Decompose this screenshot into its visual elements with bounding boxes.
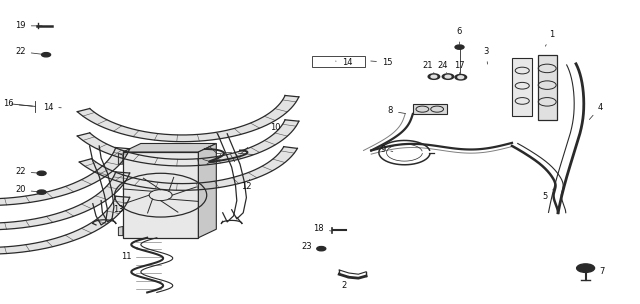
- Polygon shape: [0, 147, 130, 206]
- Text: 24: 24: [438, 61, 448, 73]
- Text: 18: 18: [314, 224, 332, 233]
- Polygon shape: [123, 143, 216, 152]
- Text: 12: 12: [241, 179, 252, 192]
- Text: 2: 2: [342, 276, 349, 290]
- Text: 7: 7: [591, 267, 604, 276]
- Text: 6: 6: [457, 27, 462, 44]
- Polygon shape: [0, 172, 130, 230]
- Polygon shape: [77, 120, 299, 166]
- Text: 4: 4: [589, 102, 603, 119]
- Polygon shape: [79, 147, 298, 190]
- Polygon shape: [413, 104, 447, 114]
- Polygon shape: [118, 154, 123, 164]
- Polygon shape: [123, 152, 198, 238]
- Circle shape: [455, 74, 467, 80]
- Text: 10: 10: [270, 123, 280, 134]
- Polygon shape: [77, 95, 299, 142]
- Text: 1: 1: [545, 30, 554, 46]
- Bar: [312, 56, 365, 67]
- Text: 19: 19: [15, 21, 42, 30]
- Text: 13: 13: [113, 199, 124, 214]
- Circle shape: [577, 264, 595, 272]
- Text: 22: 22: [15, 167, 39, 176]
- Polygon shape: [512, 58, 532, 116]
- Polygon shape: [538, 55, 557, 120]
- Text: 17: 17: [454, 61, 465, 74]
- Text: 14: 14: [335, 58, 352, 67]
- Text: 11: 11: [122, 248, 138, 261]
- Circle shape: [442, 74, 454, 79]
- Polygon shape: [198, 143, 216, 238]
- Circle shape: [317, 247, 326, 251]
- Text: 16: 16: [3, 99, 33, 109]
- Polygon shape: [118, 226, 123, 236]
- Circle shape: [455, 45, 464, 49]
- Circle shape: [445, 75, 451, 78]
- Circle shape: [431, 75, 437, 78]
- Circle shape: [37, 171, 46, 175]
- Text: 14: 14: [43, 102, 61, 112]
- Text: 20: 20: [15, 185, 39, 195]
- Text: 5: 5: [543, 189, 554, 202]
- Circle shape: [428, 74, 440, 79]
- Circle shape: [37, 190, 46, 194]
- Text: 9: 9: [380, 145, 393, 154]
- Polygon shape: [0, 196, 130, 254]
- Text: 3: 3: [484, 47, 489, 64]
- Text: 22: 22: [15, 47, 44, 56]
- Text: 15: 15: [371, 58, 392, 67]
- Text: 23: 23: [302, 242, 319, 251]
- Circle shape: [458, 76, 463, 79]
- Circle shape: [42, 53, 51, 57]
- Text: 21: 21: [422, 61, 434, 73]
- Text: 8: 8: [388, 106, 406, 116]
